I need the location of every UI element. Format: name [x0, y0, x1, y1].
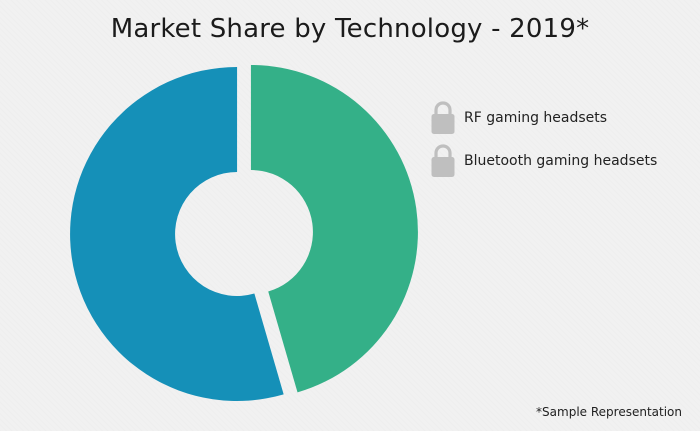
legend-label: Bluetooth gaming headsets: [464, 153, 658, 169]
donut-slice-bluetooth-gaming-headsets: [70, 66, 284, 401]
chart-legend: RF gaming headsets Bluetooth gaming head…: [430, 100, 657, 186]
footnote: *Sample Representation: [536, 405, 682, 419]
legend-item-bluetooth: Bluetooth gaming headsets: [430, 143, 657, 179]
donut-slice-rf-gaming-headsets: [250, 65, 418, 393]
lock-icon: [431, 144, 455, 177]
lock-icon: [431, 101, 455, 134]
legend-label: RF gaming headsets: [464, 110, 608, 126]
chart-title: Market Share by Technology - 2019*: [110, 14, 590, 44]
legend-item-rf: RF gaming headsets: [430, 100, 657, 136]
